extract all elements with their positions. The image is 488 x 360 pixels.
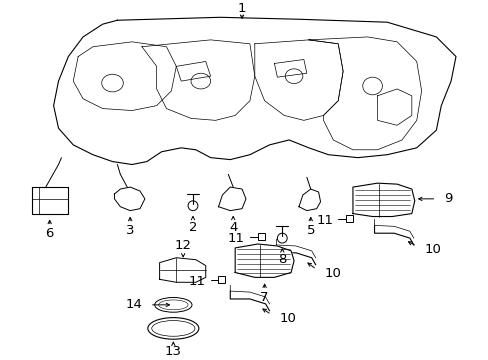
Text: 1: 1 xyxy=(237,2,246,15)
Text: 10: 10 xyxy=(324,267,341,280)
Bar xyxy=(346,215,352,222)
Text: 10: 10 xyxy=(424,243,441,256)
Text: 11: 11 xyxy=(316,214,333,227)
Polygon shape xyxy=(235,244,293,277)
Text: 11: 11 xyxy=(227,231,244,244)
Text: 3: 3 xyxy=(125,224,134,237)
Text: 13: 13 xyxy=(164,346,182,359)
Text: 12: 12 xyxy=(174,239,191,252)
Text: 5: 5 xyxy=(306,224,314,237)
Bar xyxy=(257,233,264,240)
Text: 6: 6 xyxy=(45,227,54,240)
Text: 7: 7 xyxy=(260,291,268,303)
Text: 11: 11 xyxy=(188,275,205,288)
Bar xyxy=(218,276,225,283)
Text: 4: 4 xyxy=(228,221,237,234)
Polygon shape xyxy=(352,183,414,216)
Text: 10: 10 xyxy=(279,312,296,325)
Polygon shape xyxy=(159,258,205,282)
Text: 14: 14 xyxy=(125,298,142,311)
Text: 8: 8 xyxy=(278,253,286,266)
Text: 9: 9 xyxy=(443,192,452,205)
Text: 2: 2 xyxy=(188,221,197,234)
